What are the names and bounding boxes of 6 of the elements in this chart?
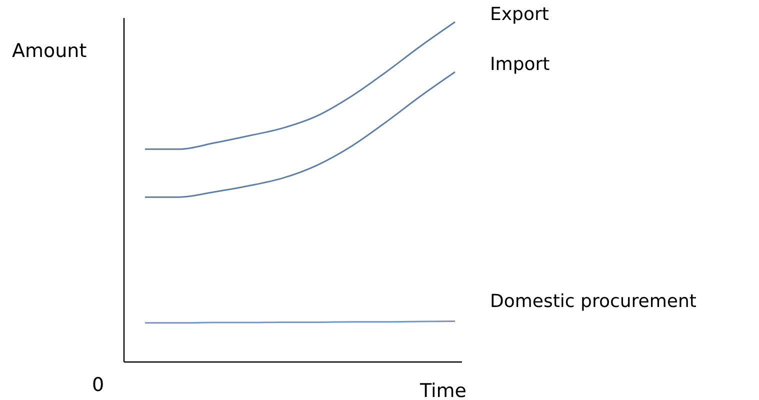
- text: Domestic procurement: [490, 291, 696, 312]
- series-label: Export: [490, 4, 549, 25]
- series-label: Import: [490, 54, 550, 75]
- y-axis-title: Amount: [12, 40, 87, 62]
- x-axis-title: Time: [419, 380, 466, 400]
- text: 0: [92, 374, 104, 396]
